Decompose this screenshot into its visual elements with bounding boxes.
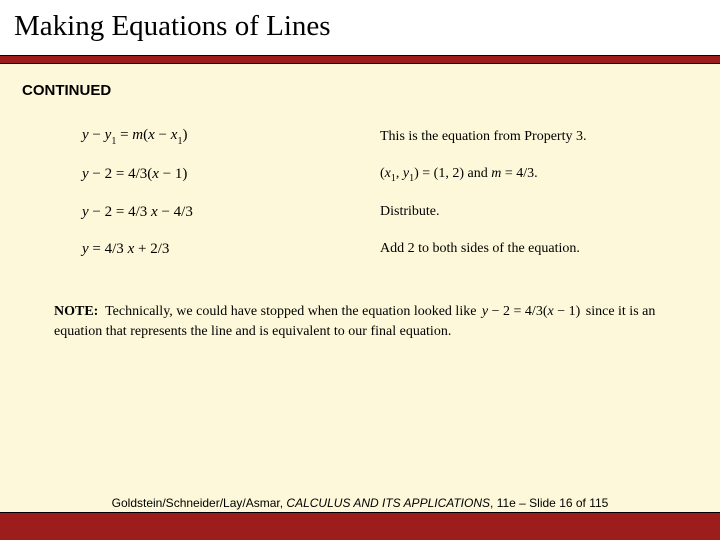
step-desc-3: Distribute. bbox=[380, 204, 698, 220]
equation-3: y − 2 = 4/3 x − 4/3 bbox=[82, 204, 362, 221]
footer-tail: , 11e – Slide 16 of 115 bbox=[490, 496, 608, 510]
note-inline-equation: y − 2 = 4/3(x − 1) bbox=[480, 304, 586, 319]
note-text: NOTE: Technically, we could have stopped… bbox=[54, 302, 680, 343]
step-desc-4: Add 2 to both sides of the equation. bbox=[380, 241, 698, 257]
header: Making Equations of Lines bbox=[0, 0, 720, 55]
divider-bottom bbox=[0, 512, 720, 540]
note-bold: NOTE: bbox=[54, 304, 98, 319]
footer-authors: Goldstein/Schneider/Lay/Asmar, bbox=[112, 496, 283, 510]
footer-book: CALCULUS AND ITS APPLICATIONS bbox=[286, 496, 490, 510]
steps-grid: y − y1 = m(x − x1) This is the equation … bbox=[82, 127, 698, 258]
step-desc-1: This is the equation from Property 3. bbox=[380, 129, 698, 145]
step-desc-2: (x1, y1) = (1, 2) and m = 4/3. bbox=[380, 166, 698, 184]
equation-4: y = 4/3 x + 2/3 bbox=[82, 241, 362, 258]
continued-label: CONTINUED bbox=[22, 82, 698, 99]
divider-top bbox=[0, 55, 720, 64]
equation-2: y − 2 = 4/3(x − 1) bbox=[82, 166, 362, 183]
page-title: Making Equations of Lines bbox=[14, 10, 706, 43]
note-pre: Technically, we could have stopped when … bbox=[105, 304, 476, 319]
footer-text: Goldstein/Schneider/Lay/Asmar, CALCULUS … bbox=[0, 496, 720, 510]
content: CONTINUED y − y1 = m(x − x1) This is the… bbox=[0, 64, 720, 342]
equation-1: y − y1 = m(x − x1) bbox=[82, 127, 362, 146]
